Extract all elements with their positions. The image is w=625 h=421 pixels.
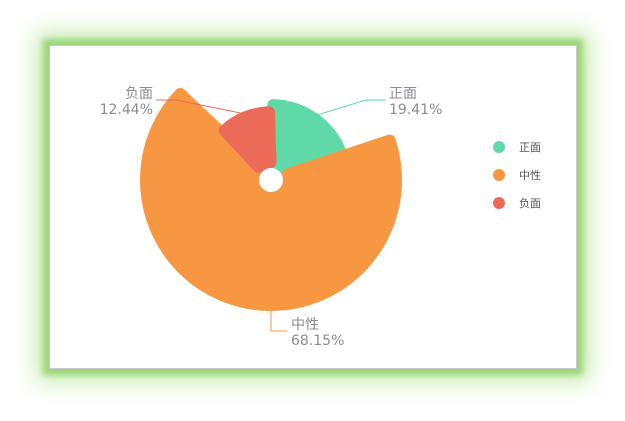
leader-line-negative [156, 99, 244, 115]
label-name-positive: 正面 [389, 86, 417, 102]
leader-line-positive [316, 99, 386, 116]
label-percent-positive: 19.41% [389, 102, 442, 118]
pie-slice-neutral[interactable] [140, 87, 402, 311]
legend-marker-positive [493, 141, 505, 153]
legend-label-positive: 正面 [519, 141, 541, 154]
label-name-neutral: 中性 [291, 317, 319, 333]
legend-label-negative: 负面 [519, 196, 541, 210]
legend-item-negative[interactable]: 负面 [493, 196, 541, 210]
pie-slice-positive[interactable] [265, 99, 347, 180]
label-percent-neutral: 68.15% [291, 333, 344, 349]
legend-label-neutral: 中性 [519, 168, 541, 182]
label-percent-negative: 12.44% [100, 102, 153, 118]
leader-line-neutral [270, 311, 287, 332]
legend-marker-neutral [493, 169, 505, 181]
legend-item-neutral[interactable]: 中性 [493, 168, 541, 182]
slices-group [140, 87, 402, 311]
label-name-negative: 负面 [125, 86, 153, 102]
legend-marker-negative [493, 197, 505, 209]
pie-slice-negative[interactable] [218, 106, 277, 173]
legend-item-positive[interactable]: 正面 [493, 141, 541, 154]
